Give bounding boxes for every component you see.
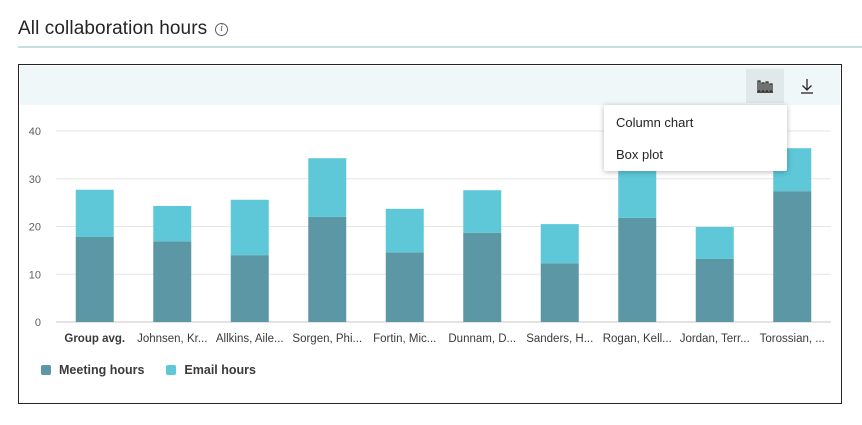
y-tick-label: 0 [35,317,41,329]
bar-email-hours [153,205,192,242]
bar-email-hours [230,199,269,256]
x-tick-label: Johnsen, Kr... [137,333,207,345]
bar-meeting-hours [618,217,657,322]
y-tick-label: 10 [29,269,41,281]
x-tick-label: Jordan, Terr... [680,333,750,345]
column-chart: 0 10 20 30 40 Group avg. Johnsen, Kr... Allkins… [29,126,831,345]
legend-item-email[interactable]: Email hours [166,363,256,377]
y-tick-label: 20 [29,222,41,234]
bar-email-hours [540,224,579,264]
bar-meeting-hours [385,252,424,322]
legend-item-meeting[interactable]: Meeting hours [41,363,144,377]
x-tick-label: Allkins, Aile... [216,333,284,345]
download-icon [801,79,813,94]
bar-meeting-hours [308,216,347,322]
bar-meeting-hours [695,258,734,322]
menu-item-box-plot[interactable]: Box plot [616,147,663,162]
legend-label-email: Email hours [184,363,256,377]
chart-toolbar [20,66,840,105]
header: All collaboration hours i [18,18,229,40]
x-tick-label: Torossian, ... [760,333,825,345]
bar-meeting-hours [75,237,114,322]
y-tick-label: 40 [29,126,41,138]
x-tick-label: Sanders, H... [526,333,593,345]
x-tick-label: Group avg. [64,333,125,345]
legend-swatch-meeting [41,365,51,375]
download-button[interactable] [788,69,826,103]
chart-card: 0 10 20 30 40 Group avg. Johnsen, Kr... Allkins… [18,64,842,404]
chart-type-button[interactable] [746,69,784,103]
legend-label-meeting: Meeting hours [59,363,145,377]
bar-meeting-hours [153,241,192,322]
bar-email-hours [75,189,114,238]
column-chart-icon [757,80,773,93]
chart-type-menu: Column chart Box plot [604,105,787,171]
bar-meeting-hours [463,232,502,322]
page-title: All collaboration hours [18,18,208,39]
x-tick-label: Dunnam, D... [448,333,516,345]
bar-email-hours [308,158,347,217]
legend: Meeting hours Email hours [41,363,278,377]
x-tick-label: Rogan, Kell... [603,333,672,345]
y-tick-label: 30 [29,174,41,186]
menu-item-column-chart[interactable]: Column chart [616,115,694,130]
bar-email-hours [463,190,502,233]
title-divider [18,46,862,48]
bar-email-hours [695,226,734,259]
bar-email-hours [618,167,657,218]
legend-swatch-email [166,365,177,375]
info-icon[interactable]: i [215,22,229,36]
x-tick-label: Fortin, Mic... [373,333,436,345]
bar-meeting-hours [230,255,269,322]
x-tick-label: Sorgen, Phi... [292,333,362,345]
bar-meeting-hours [540,263,579,322]
bar-meeting-hours [773,191,812,322]
bar-email-hours [385,208,424,253]
